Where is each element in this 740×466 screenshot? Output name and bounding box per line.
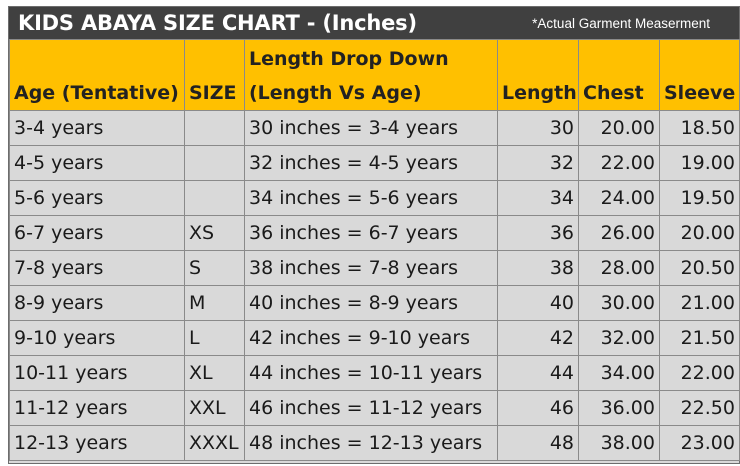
cell-chest: 28.00: [578, 250, 660, 286]
header-row: Age (Tentative) SIZE Length Drop Down (Le…: [9, 39, 740, 111]
cell-age: 12-13 years: [9, 425, 185, 461]
cell-drop: 32 inches = 4-5 years: [244, 145, 498, 181]
table-row: 10-11 years XL 44 inches = 10-11 years 4…: [9, 355, 740, 391]
table-row: 4-5 years 32 inches = 4-5 years 32 22.00…: [9, 145, 740, 181]
cell-sleeve: 20.00: [659, 215, 740, 251]
cell-sleeve: 20.50: [659, 250, 740, 286]
cell-sleeve: 21.00: [659, 285, 740, 321]
cell-sleeve: 23.00: [659, 425, 740, 461]
cell-chest: 26.00: [578, 215, 660, 251]
cell-sleeve: 19.00: [659, 145, 740, 181]
cell-age: 3-4 years: [9, 110, 185, 146]
header-drop-line2: (Length Vs Age): [249, 82, 422, 104]
cell-chest: 34.00: [578, 355, 660, 391]
cell-sleeve: 21.50: [659, 320, 740, 356]
cell-chest: 32.00: [578, 320, 660, 356]
cell-size: L: [184, 320, 245, 356]
table-row: 5-6 years 34 inches = 5-6 years 34 24.00…: [9, 180, 740, 216]
cell-size: XL: [184, 355, 245, 391]
cell-chest: 30.00: [578, 285, 660, 321]
cell-length: 40: [497, 285, 579, 321]
cell-drop: 38 inches = 7-8 years: [244, 250, 498, 286]
header-chest: Chest: [578, 39, 660, 111]
cell-age: 5-6 years: [9, 180, 185, 216]
table-row: 12-13 years XXXL 48 inches = 12-13 years…: [9, 425, 740, 461]
cell-drop: 36 inches = 6-7 years: [244, 215, 498, 251]
cell-age: 11-12 years: [9, 390, 185, 426]
cell-length: 36: [497, 215, 579, 251]
cell-chest: 22.00: [578, 145, 660, 181]
cell-drop: 46 inches = 11-12 years: [244, 390, 498, 426]
cell-drop: 48 inches = 12-13 years: [244, 425, 498, 461]
cell-drop: 34 inches = 5-6 years: [244, 180, 498, 216]
cell-sleeve: 22.00: [659, 355, 740, 391]
cell-length: 42: [497, 320, 579, 356]
table-row: 9-10 years L 42 inches = 9-10 years 42 3…: [9, 320, 740, 356]
cell-drop: 42 inches = 9-10 years: [244, 320, 498, 356]
measurement-note: *Actual Garment Measerment: [532, 16, 710, 31]
table-row: 7-8 years S 38 inches = 7-8 years 38 28.…: [9, 250, 740, 286]
cell-drop: 30 inches = 3-4 years: [244, 110, 498, 146]
cell-age: 6-7 years: [9, 215, 185, 251]
cell-size: XXL: [184, 390, 245, 426]
cell-sleeve: 18.50: [659, 110, 740, 146]
cell-sleeve: 19.50: [659, 180, 740, 216]
cell-age: 4-5 years: [9, 145, 185, 181]
cell-chest: 20.00: [578, 110, 660, 146]
cell-length: 30: [497, 110, 579, 146]
cell-size: M: [184, 285, 245, 321]
cell-size: [184, 145, 245, 181]
cell-chest: 24.00: [578, 180, 660, 216]
table-row: 3-4 years 30 inches = 3-4 years 30 20.00…: [9, 110, 740, 146]
cell-age: 8-9 years: [9, 285, 185, 321]
cell-drop: 40 inches = 8-9 years: [244, 285, 498, 321]
cell-length: 38: [497, 250, 579, 286]
table-row: 6-7 years XS 36 inches = 6-7 years 36 26…: [9, 215, 740, 251]
table-row: 8-9 years M 40 inches = 8-9 years 40 30.…: [9, 285, 740, 321]
cell-age: 7-8 years: [9, 250, 185, 286]
header-sleeve: Sleeve: [659, 39, 740, 111]
header-size: SIZE: [184, 39, 245, 111]
table-row: 11-12 years XXL 46 inches = 11-12 years …: [9, 390, 740, 426]
cell-length: 44: [497, 355, 579, 391]
cell-size: S: [184, 250, 245, 286]
cell-length: 32: [497, 145, 579, 181]
chart-title: KIDS ABAYA SIZE CHART - (Inches): [18, 11, 417, 35]
cell-age: 10-11 years: [9, 355, 185, 391]
cell-length: 48: [497, 425, 579, 461]
cell-length: 46: [497, 390, 579, 426]
cell-length: 34: [497, 180, 579, 216]
size-table: Age (Tentative) SIZE Length Drop Down (Le…: [9, 39, 740, 461]
size-chart-sheet: KIDS ABAYA SIZE CHART - (Inches) *Actual…: [8, 6, 740, 464]
cell-age: 9-10 years: [9, 320, 185, 356]
header-age: Age (Tentative): [9, 39, 185, 111]
cell-size: XS: [184, 215, 245, 251]
header-length-drop-down: Length Drop Down (Length Vs Age): [244, 39, 498, 111]
cell-size: [184, 180, 245, 216]
header-drop-line1: Length Drop Down: [249, 48, 449, 70]
cell-drop: 44 inches = 10-11 years: [244, 355, 498, 391]
cell-size: XXXL: [184, 425, 245, 461]
cell-sleeve: 22.50: [659, 390, 740, 426]
cell-chest: 36.00: [578, 390, 660, 426]
cell-chest: 38.00: [578, 425, 660, 461]
cell-size: [184, 110, 245, 146]
table-header: Age (Tentative) SIZE Length Drop Down (Le…: [9, 39, 740, 111]
title-banner: KIDS ABAYA SIZE CHART - (Inches) *Actual…: [9, 7, 739, 39]
table-body: 3-4 years 30 inches = 3-4 years 30 20.00…: [9, 110, 740, 461]
header-length: Length: [497, 39, 579, 111]
